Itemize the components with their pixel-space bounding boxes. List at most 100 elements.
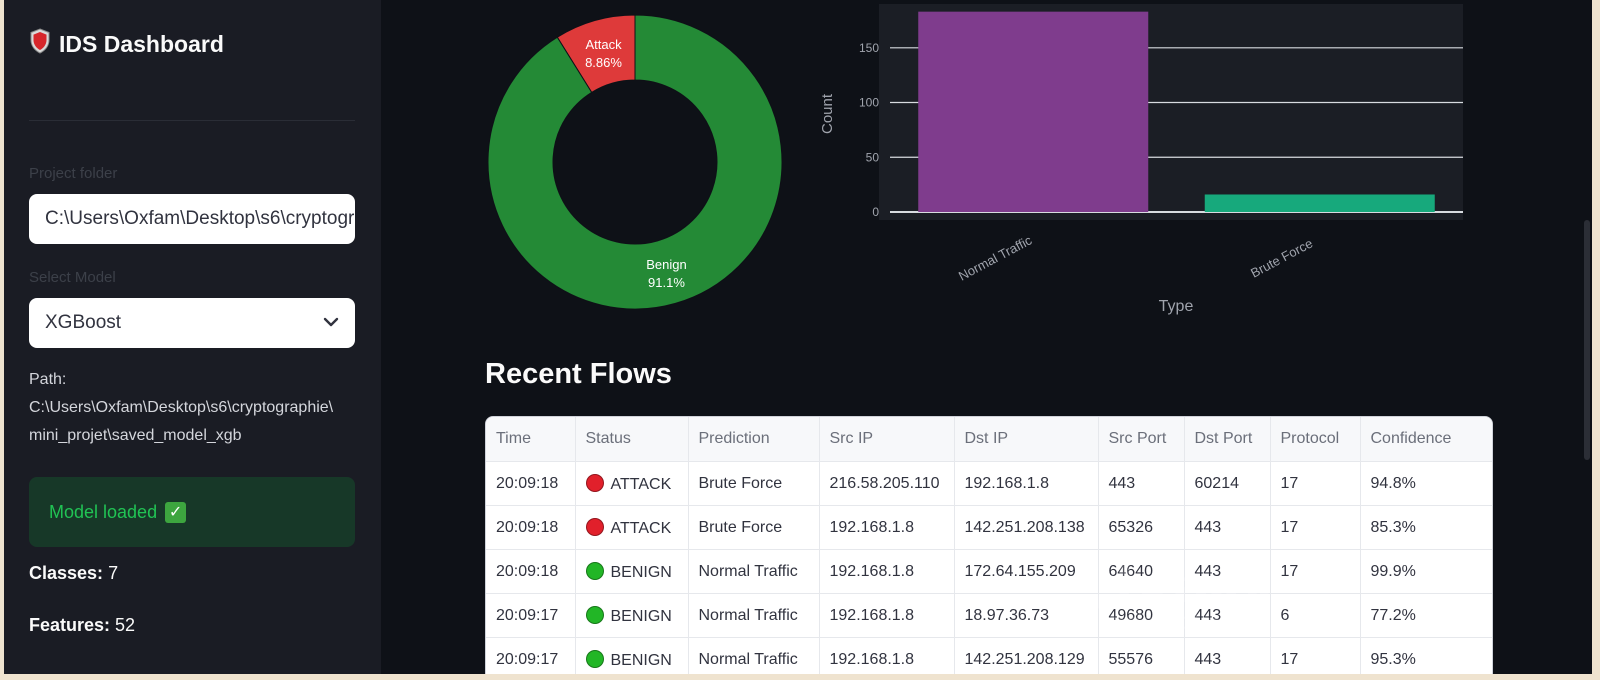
table-row[interactable]: 20:09:18 ATTACK Brute Force 216.58.205.110 1… [486,461,1492,506]
table-cell-prediction: Normal Traffic [688,637,820,674]
column-header-dst-port[interactable]: Dst Port [1184,417,1271,462]
model-loaded-alert: Model loaded ✓ [29,477,355,547]
table-cell-time: 20:09:18 [486,505,576,550]
features-label: Features: [29,615,111,635]
bar-normal-traffic[interactable] [918,11,1149,212]
table-cell-dst-port: 443 [1184,549,1271,594]
y-tick-label: 100 [859,96,879,110]
table-row[interactable]: 20:09:17 BENIGN Normal Traffic 192.168.1.8 1… [486,637,1492,674]
table-cell-time: 20:09:17 [486,637,576,674]
column-header-time[interactable]: Time [486,417,576,462]
column-header-prediction[interactable]: Prediction [688,417,820,462]
model-select-value: XGBoost [45,312,122,333]
features-value: 52 [115,615,136,635]
table-cell-confidence: 95.3% [1360,637,1492,674]
donut-value-attack: 8.86% [585,55,622,70]
table-cell-status: ATTACK [575,505,689,550]
table-cell-status: BENIGN [575,549,689,594]
status-text: BENIGN [610,651,672,669]
status-text: BENIGN [610,607,672,625]
table-cell-src-ip: 216.58.205.110 [819,461,955,506]
x-tick-label: Normal Traffic [956,232,1035,283]
table-cell-src-port: 49680 [1098,593,1185,638]
model-select[interactable]: XGBoost [29,298,355,348]
table-cell-src-ip: 192.168.1.8 [819,549,955,594]
y-tick-label: 150 [859,41,879,55]
app-window: IDS Dashboard Project folder C:\Users\Ox… [4,0,1592,674]
recent-flows-title: Recent Flows [485,358,672,390]
features-stat: Features: 52 [29,615,135,636]
donut-label-attack: Attack [585,37,622,52]
column-header-protocol[interactable]: Protocol [1270,417,1361,462]
column-header-src-port[interactable]: Src Port [1098,417,1185,462]
model-status-text: Model loaded [49,501,158,522]
table-row[interactable]: 20:09:18 BENIGN Normal Traffic 192.168.1.8 1… [486,549,1492,594]
status-dot-icon [585,473,604,492]
table-cell-prediction: Brute Force [688,461,820,506]
donut-value-benign: 91.1% [648,275,685,290]
status-dot-icon [585,649,604,668]
table-cell-dst-port: 60214 [1184,461,1271,506]
recent-flows-table[interactable]: Time Status Prediction Src IP Dst IP Src Port… [485,416,1493,674]
status-dot-icon [585,517,604,536]
table-cell-status: ATTACK [575,461,689,506]
status-text: ATTACK [610,475,672,493]
status-dot-icon [585,605,604,624]
column-header-confidence[interactable]: Confidence [1360,417,1492,462]
x-tick-label: Brute Force [1248,235,1315,280]
table-cell-src-port: 443 [1098,461,1185,506]
status-dot-icon [585,561,604,580]
table-cell-confidence: 94.8% [1360,461,1492,506]
table-cell-confidence: 85.3% [1360,505,1492,550]
table-cell-src-ip: 192.168.1.8 [819,505,955,550]
scrollbar[interactable] [1584,220,1590,460]
column-header-src-ip[interactable]: Src IP [819,417,955,462]
shield-icon [29,28,51,60]
column-header-status[interactable]: Status [575,417,689,462]
select-model-label: Select Model [29,269,116,286]
table-row[interactable]: 20:09:18 ATTACK Brute Force 192.168.1.8 142.… [486,505,1492,550]
check-icon: ✓ [165,501,187,523]
table-cell-protocol: 17 [1270,637,1361,674]
table-cell-protocol: 17 [1270,549,1361,594]
table-cell-dst-port: 443 [1184,593,1271,638]
classes-stat: Classes: 7 [29,563,118,584]
table-cell-src-port: 55576 [1098,637,1185,674]
table-cell-protocol: 17 [1270,505,1361,550]
table-cell-confidence: 77.2% [1360,593,1492,638]
sidebar-divider [29,120,355,121]
model-path: Path: C:\Users\Oxfam\Desktop\s6\cryptogr… [29,366,333,450]
y-axis-title: Count [819,93,836,134]
table-cell-status: BENIGN [575,637,689,674]
chevron-down-icon [323,312,339,334]
table-cell-prediction: Normal Traffic [688,549,820,594]
y-tick-label: 50 [866,150,880,164]
column-header-dst-ip[interactable]: Dst IP [954,417,1099,462]
classes-value: 7 [108,563,119,583]
app-title: IDS Dashboard [29,28,224,60]
project-folder-value: C:\Users\Oxfam\Desktop\s6\cryptographie\… [45,208,355,229]
table-cell-dst-ip: 18.97.36.73 [954,593,1099,638]
y-tick-label: 0 [872,205,879,219]
bar-brute-force[interactable] [1204,194,1435,212]
project-folder-input[interactable]: C:\Users\Oxfam\Desktop\s6\cryptographie\… [29,194,355,244]
donut-slice-benign[interactable] [487,14,783,310]
table-cell-src-port: 65326 [1098,505,1185,550]
path-line-2: mini_projet\saved_model_xgb [29,427,242,444]
table-cell-dst-port: 443 [1184,637,1271,674]
table-cell-protocol: 6 [1270,593,1361,638]
status-text: BENIGN [610,563,672,581]
table-cell-src-ip: 192.168.1.8 [819,637,955,674]
project-folder-label: Project folder [29,165,118,182]
table-cell-dst-ip: 172.64.155.209 [954,549,1099,594]
table-row[interactable]: 20:09:17 BENIGN Normal Traffic 192.168.1.8 1… [486,593,1492,638]
table-cell-time: 20:09:18 [486,549,576,594]
x-axis-title: Type [1159,298,1194,315]
table-cell-prediction: Normal Traffic [688,593,820,638]
sidebar: IDS Dashboard Project folder C:\Users\Ox… [4,0,381,674]
path-line-1: C:\Users\Oxfam\Desktop\s6\cryptographie\ [29,399,334,416]
table-cell-src-ip: 192.168.1.8 [819,593,955,638]
app-title-text: IDS Dashboard [59,30,224,57]
table-cell-dst-ip: 192.168.1.8 [954,461,1099,506]
table-cell-prediction: Brute Force [688,505,820,550]
